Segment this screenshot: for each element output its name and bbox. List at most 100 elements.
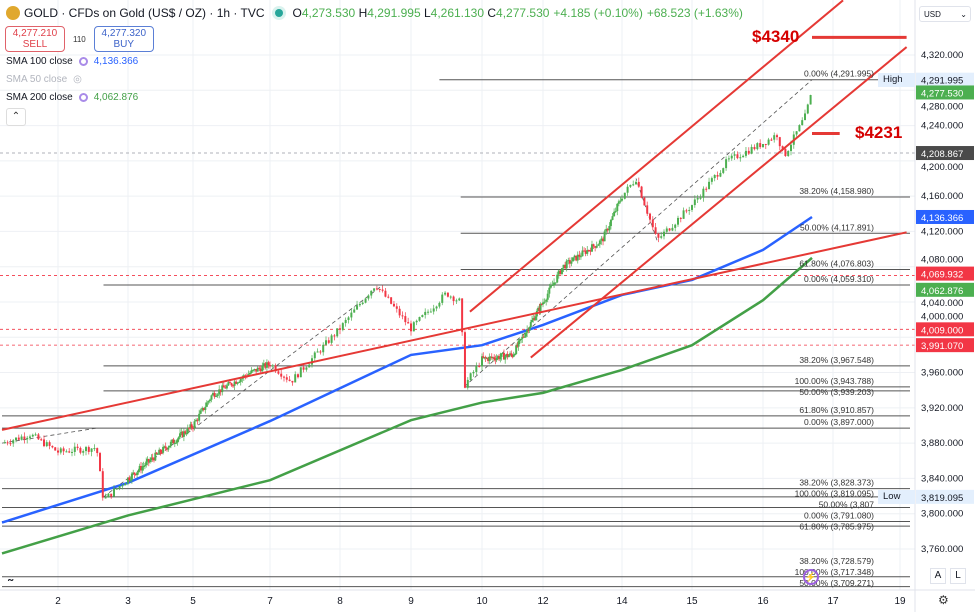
candle — [722, 168, 725, 173]
currency-select[interactable]: USD ⌄ — [919, 6, 971, 22]
symbol-title[interactable]: GOLD · CFDs on Gold (US$ / OZ) · 1h · TV… — [24, 6, 265, 20]
candle — [325, 340, 327, 345]
settings-icon[interactable]: ⚙ — [938, 593, 949, 607]
candle — [632, 184, 635, 186]
candle — [236, 382, 239, 384]
candle — [43, 439, 45, 447]
candle — [534, 316, 537, 321]
time-tick-label: 17 — [827, 596, 839, 607]
price-label-bg — [916, 72, 974, 87]
time-tick-label: 15 — [686, 596, 698, 607]
candle — [466, 379, 469, 388]
candle — [308, 364, 311, 368]
candle — [177, 437, 180, 440]
price-tick-label: 4,320.000 — [921, 50, 963, 61]
log-scale-button[interactable]: L — [950, 568, 966, 584]
candle — [68, 451, 71, 453]
sell-button[interactable]: 4,277.210 SELL — [5, 26, 65, 52]
annotation-4340: $4340 — [752, 27, 800, 46]
fib-level-label: 0.00% (3,897.000) — [804, 417, 874, 427]
candle — [643, 197, 646, 206]
collapse-legend-button[interactable]: ⌃ — [6, 108, 26, 126]
candle — [222, 385, 225, 388]
sell-label: SELL — [22, 39, 48, 50]
fib-level-label: 50.00% (3,939.203) — [799, 387, 874, 397]
candle — [699, 197, 702, 199]
indicator-sma200[interactable]: SMA 200 close 4,062.876 — [6, 92, 138, 103]
market-status-icon — [274, 9, 283, 17]
price-label-bg — [916, 266, 974, 281]
candle — [747, 150, 750, 154]
candle — [594, 246, 597, 248]
candle — [327, 340, 330, 343]
candle — [230, 383, 233, 386]
candle — [48, 442, 51, 446]
candle — [313, 352, 316, 359]
candle — [316, 351, 319, 353]
candle — [163, 446, 166, 448]
auto-scale-button[interactable]: A — [930, 568, 946, 584]
candle — [199, 410, 202, 414]
indicator-sma100[interactable]: SMA 100 close 4,136.366 — [6, 56, 138, 67]
candle — [494, 359, 497, 361]
buy-button[interactable]: 4,277.320 BUY — [93, 26, 154, 52]
lightning-icon[interactable]: ⚡ — [803, 569, 819, 585]
refresh-icon[interactable] — [78, 57, 88, 66]
candle — [115, 488, 118, 490]
price-tick-label: 4,080.000 — [921, 255, 963, 266]
candle — [224, 387, 227, 389]
candle — [6, 442, 9, 444]
candle — [475, 365, 478, 372]
candle — [146, 459, 149, 462]
price-tick-label: 3,760.000 — [921, 544, 963, 555]
candle — [509, 353, 512, 356]
candle — [71, 451, 73, 453]
candle — [269, 365, 271, 367]
price-label: 4,277.530 — [921, 88, 963, 99]
candle — [265, 362, 268, 368]
candle — [364, 298, 367, 303]
sell-price: 4,277.210 — [12, 28, 58, 39]
indicator-sma50[interactable]: SMA 50 close ◎ — [6, 74, 82, 85]
eye-hidden-icon[interactable]: ◎ — [73, 74, 82, 85]
candle — [216, 394, 219, 396]
candle — [496, 356, 499, 358]
candle — [484, 357, 487, 359]
ohlc-value: 4,261.130 — [430, 6, 488, 20]
candle — [424, 311, 427, 316]
candle — [629, 184, 632, 187]
candle — [196, 419, 199, 421]
candle — [90, 448, 93, 452]
candle — [181, 431, 184, 437]
candle — [381, 289, 384, 291]
candle — [156, 453, 159, 455]
candle — [171, 439, 174, 442]
symbol-header: GOLD · CFDs on Gold (US$ / OZ) · 1h · TV… — [6, 6, 743, 20]
candle — [444, 292, 447, 295]
candle — [143, 465, 146, 467]
time-tick-label: 2 — [55, 596, 61, 607]
candle — [169, 441, 172, 446]
candle — [787, 150, 790, 157]
candle — [333, 335, 336, 337]
candle — [489, 356, 492, 358]
candle — [543, 301, 546, 303]
candle — [778, 137, 781, 147]
candle — [15, 437, 17, 441]
candle — [384, 290, 387, 297]
refresh-icon[interactable] — [78, 93, 88, 102]
candle — [398, 308, 401, 316]
sma200-line — [1, 256, 813, 555]
candle — [73, 446, 76, 452]
candle — [62, 448, 65, 452]
candle — [29, 436, 31, 438]
candle — [233, 381, 236, 386]
candle — [725, 159, 728, 169]
candle — [528, 327, 531, 331]
ohlc-key: H — [358, 6, 368, 20]
candle — [614, 211, 617, 213]
tradingview-logo[interactable]: ˷ — [8, 565, 14, 582]
candle — [446, 292, 449, 297]
candle — [455, 300, 458, 302]
